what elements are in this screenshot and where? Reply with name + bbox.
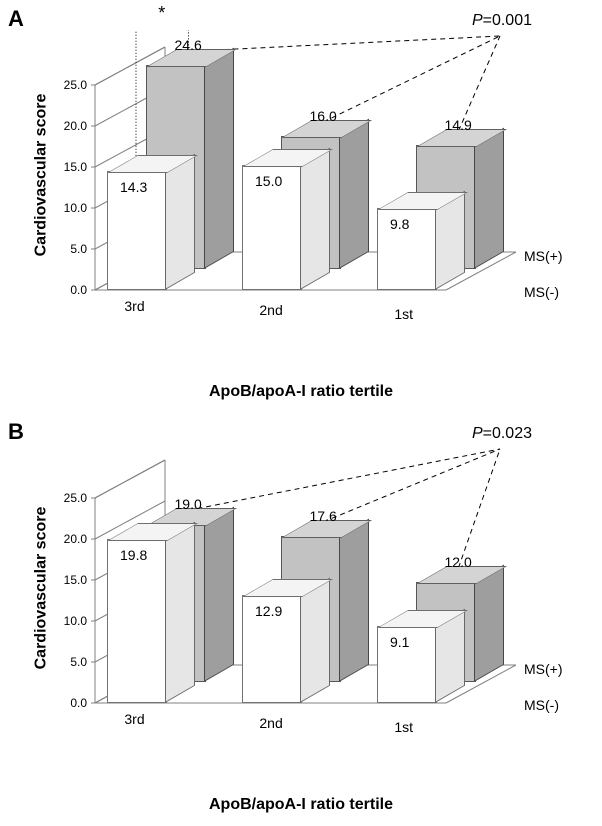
svg-text:20.0: 20.0 — [64, 119, 88, 133]
chart-area: 0.05.010.015.020.025.019.019.83rd17.612.… — [40, 443, 560, 743]
bar-msminus-2nd: 12.9 — [242, 443, 328, 743]
bar-value-label: 19.8 — [120, 547, 147, 563]
category-label: 1st — [394, 306, 413, 322]
svg-text:10.0: 10.0 — [64, 201, 88, 215]
series-label: MS(-) — [524, 284, 559, 300]
panel-B: B P=0.023 Cardiovascular score 0.05.010.… — [0, 413, 602, 826]
svg-text:25.0: 25.0 — [64, 78, 88, 92]
category-label: 2nd — [259, 302, 282, 318]
panel-A: A P=0.001 Cardiovascular score 0.05.010.… — [0, 0, 602, 413]
svg-text:25.0: 25.0 — [64, 491, 88, 505]
category-label: 3rd — [124, 711, 144, 727]
p-value: P=0.023 — [472, 425, 532, 443]
bar-msminus-3rd: 14.3 — [107, 30, 193, 330]
bar-msminus-3rd: 19.8 — [107, 443, 193, 743]
bar-value-label: 9.8 — [390, 216, 409, 232]
category-label: 2nd — [259, 715, 282, 731]
series-label: MS(-) — [524, 697, 559, 713]
svg-text:0.0: 0.0 — [70, 696, 87, 710]
significance-star: * — [158, 3, 165, 24]
bar-value-label: 12.9 — [255, 603, 282, 619]
svg-text:5.0: 5.0 — [70, 655, 87, 669]
bar-msminus-1st: 9.1 — [377, 443, 463, 743]
bar-msminus-2nd: 15.0 — [242, 30, 328, 330]
x-axis-label: ApoB/apoA-I ratio tertile — [209, 796, 393, 814]
chart-area: 0.05.010.015.020.025.024.614.33rd16.015.… — [40, 30, 560, 330]
panel-letter: A — [8, 6, 24, 32]
series-label: MS(+) — [524, 661, 563, 677]
svg-text:15.0: 15.0 — [64, 160, 88, 174]
bar-msminus-1st: 9.8 — [377, 30, 463, 330]
svg-text:15.0: 15.0 — [64, 573, 88, 587]
category-label: 3rd — [124, 298, 144, 314]
svg-text:0.0: 0.0 — [70, 283, 87, 297]
bar-value-label: 15.0 — [255, 173, 282, 189]
figure: A P=0.001 Cardiovascular score 0.05.010.… — [0, 0, 602, 826]
p-value: P=0.001 — [472, 12, 532, 30]
category-label: 1st — [394, 719, 413, 735]
series-label: MS(+) — [524, 248, 563, 264]
x-axis-label: ApoB/apoA-I ratio tertile — [209, 383, 393, 401]
svg-text:5.0: 5.0 — [70, 242, 87, 256]
bar-value-label: 14.3 — [120, 179, 147, 195]
panel-letter: B — [8, 419, 24, 445]
svg-text:20.0: 20.0 — [64, 532, 88, 546]
bar-value-label: 9.1 — [390, 634, 409, 650]
svg-text:10.0: 10.0 — [64, 614, 88, 628]
